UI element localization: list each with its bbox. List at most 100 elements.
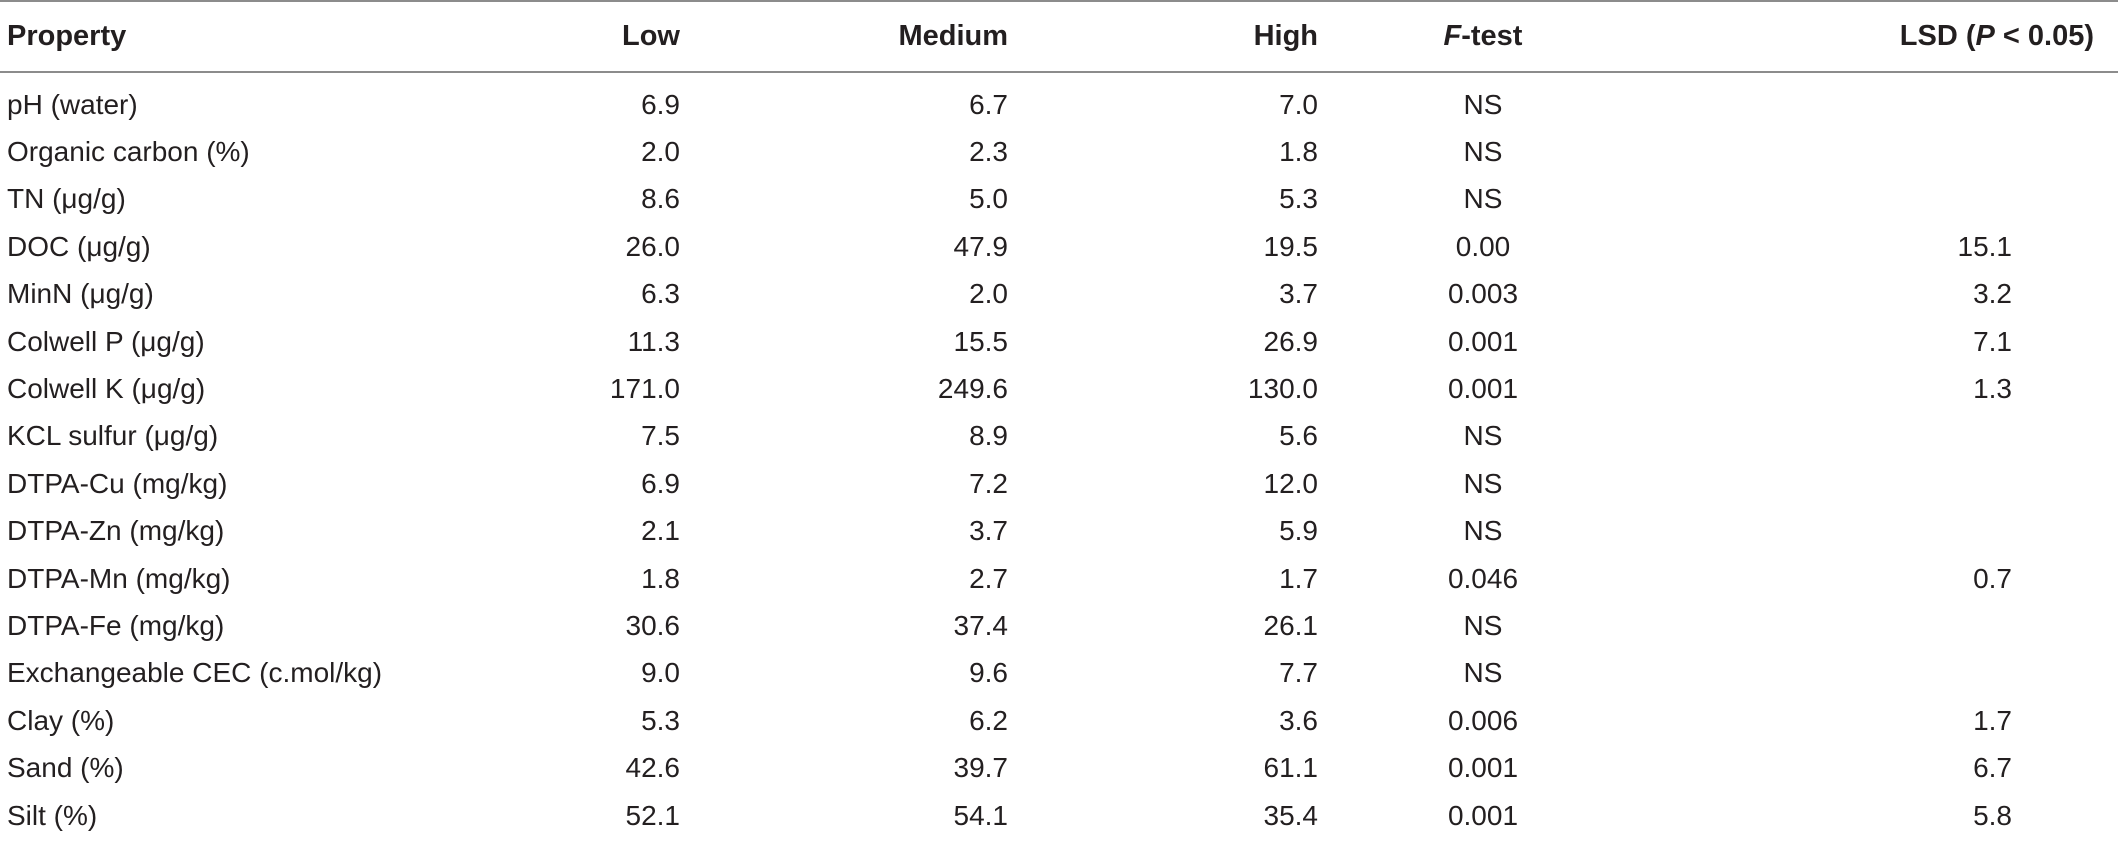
cell-lsd	[1648, 650, 2118, 697]
table-row: MinN (μg/g) 6.3 2.0 3.7 0.003 3.2	[0, 271, 2118, 318]
cell-low: 6.9	[641, 88, 680, 120]
cell-high: 5.6	[1279, 420, 1318, 452]
cell-property: Sand (%)	[7, 752, 124, 784]
header-low: Low	[560, 0, 680, 73]
cell-low: 2.0	[641, 136, 680, 168]
cell-medium: 9.6	[969, 657, 1008, 689]
header-lsd: LSD (P < 0.05)	[1648, 0, 2118, 73]
table-row: DTPA-Cu (mg/kg) 6.9 7.2 12.0 NS	[0, 460, 2118, 507]
cell-high: 61.1	[1263, 752, 1319, 784]
cell-high: 3.7	[1279, 278, 1318, 310]
cell-f-test: 0.001	[1447, 325, 1519, 357]
cell-property: MinN (μg/g)	[7, 278, 154, 310]
table-row: Exchangeable CEC (c.mol/kg) 9.0 9.6 7.7 NS	[0, 650, 2118, 697]
table-row: Clay (%) 5.3 6.2 3.6 0.006 1.7	[0, 697, 2118, 744]
cell-medium: 7.2	[969, 467, 1008, 499]
table-row: DTPA-Mn (mg/kg) 1.8 2.7 1.7 0.046 0.7	[0, 555, 2118, 602]
header-medium: Medium	[680, 0, 1008, 73]
cell-low: 5.3	[641, 704, 680, 736]
cell-low: 6.9	[641, 467, 680, 499]
cell-medium: 54.1	[953, 799, 1009, 831]
cell-high: 7.7	[1279, 657, 1318, 689]
cell-property: TN (μg/g)	[7, 183, 126, 215]
cell-lsd	[1648, 176, 2118, 223]
table-row: Organic carbon (%) 2.0 2.3 1.8 NS	[0, 128, 2118, 175]
cell-lsd: 6.7	[1973, 752, 2012, 784]
cell-low: 42.6	[625, 752, 681, 784]
cell-lsd: 5.8	[1973, 799, 2012, 831]
cell-low: 7.5	[641, 420, 680, 452]
cell-high: 26.9	[1263, 325, 1319, 357]
cell-lsd: 1.7	[1973, 704, 2012, 736]
cell-low: 52.1	[625, 799, 681, 831]
cell-medium: 47.9	[953, 230, 1009, 262]
cell-high: 5.3	[1279, 183, 1318, 215]
cell-lsd	[1648, 508, 2118, 555]
cell-high: 26.1	[1263, 609, 1319, 641]
header-f-test-rest: -test	[1461, 20, 1523, 52]
cell-high: 12.0	[1263, 467, 1319, 499]
cell-f-test: NS	[1463, 657, 1503, 689]
cell-lsd	[1648, 128, 2118, 175]
cell-medium: 15.5	[953, 325, 1009, 357]
cell-property: Colwell P (μg/g)	[7, 325, 205, 357]
cell-property: pH (water)	[7, 88, 138, 120]
cell-f-test: 0.001	[1447, 373, 1519, 405]
cell-lsd: 15.1	[1957, 230, 2013, 262]
header-f-test: F-test	[1318, 0, 1648, 73]
cell-medium: 2.3	[969, 136, 1008, 168]
cell-medium: 249.6	[937, 373, 1008, 405]
cell-lsd	[1648, 460, 2118, 507]
cell-low: 171.0	[609, 373, 680, 405]
cell-f-test: 0.006	[1447, 704, 1519, 736]
cell-low: 26.0	[625, 230, 681, 262]
cell-property: Clay (%)	[7, 704, 115, 736]
table-row: DTPA-Fe (mg/kg) 30.6 37.4 26.1 NS	[0, 602, 2118, 649]
table-row: KCL sulfur (μg/g) 7.5 8.9 5.6 NS	[0, 413, 2118, 460]
cell-lsd	[1648, 72, 2118, 128]
cell-lsd	[1648, 602, 2118, 649]
table-body: pH (water) 6.9 6.7 7.0 NS Organic carbon (%) 2…	[0, 72, 2118, 839]
header-high: High	[1008, 0, 1318, 73]
cell-property: Exchangeable CEC (c.mol/kg)	[7, 657, 383, 689]
table-row: DOC (μg/g) 26.0 47.9 19.5 0.00 15.1	[0, 223, 2118, 270]
cell-low: 8.6	[641, 183, 680, 215]
cell-lsd: 3.2	[1973, 278, 2012, 310]
table-row: Colwell K (μg/g) 171.0 249.6 130.0 0.001 1.3	[0, 365, 2118, 412]
cell-property: KCL sulfur (μg/g)	[7, 420, 219, 452]
cell-low: 6.3	[641, 278, 680, 310]
cell-property: DTPA-Zn (mg/kg)	[7, 515, 225, 547]
cell-high: 19.5	[1263, 230, 1319, 262]
cell-low: 1.8	[641, 562, 680, 594]
cell-high: 5.9	[1279, 515, 1318, 547]
cell-property: DTPA-Cu (mg/kg)	[7, 467, 228, 499]
table-row: TN (μg/g) 8.6 5.0 5.3 NS	[0, 176, 2118, 223]
cell-f-test: NS	[1463, 136, 1503, 168]
cell-low: 9.0	[641, 657, 680, 689]
cell-f-test: NS	[1463, 88, 1503, 120]
cell-high: 7.0	[1279, 88, 1318, 120]
cell-property: Colwell K (μg/g)	[7, 373, 206, 405]
cell-f-test: 0.046	[1447, 562, 1519, 594]
cell-f-test: 0.003	[1447, 278, 1519, 310]
cell-high: 130.0	[1247, 373, 1318, 405]
cell-property: DTPA-Mn (mg/kg)	[7, 562, 231, 594]
cell-f-test: 0.001	[1447, 752, 1519, 784]
cell-medium: 2.0	[969, 278, 1008, 310]
cell-f-test: NS	[1463, 609, 1503, 641]
cell-medium: 6.2	[969, 704, 1008, 736]
cell-medium: 3.7	[969, 515, 1008, 547]
cell-f-test: NS	[1463, 183, 1503, 215]
cell-property: DOC (μg/g)	[7, 230, 151, 262]
table-row: pH (water) 6.9 6.7 7.0 NS	[0, 72, 2118, 128]
cell-medium: 2.7	[969, 562, 1008, 594]
cell-lsd: 7.1	[1973, 325, 2012, 357]
cell-medium: 39.7	[953, 752, 1009, 784]
table-row: Sand (%) 42.6 39.7 61.1 0.001 6.7	[0, 744, 2118, 791]
cell-medium: 6.7	[969, 88, 1008, 120]
cell-lsd: 1.3	[1973, 373, 2012, 405]
cell-medium: 5.0	[969, 183, 1008, 215]
header-lsd-post: < 0.05)	[1994, 20, 2094, 52]
